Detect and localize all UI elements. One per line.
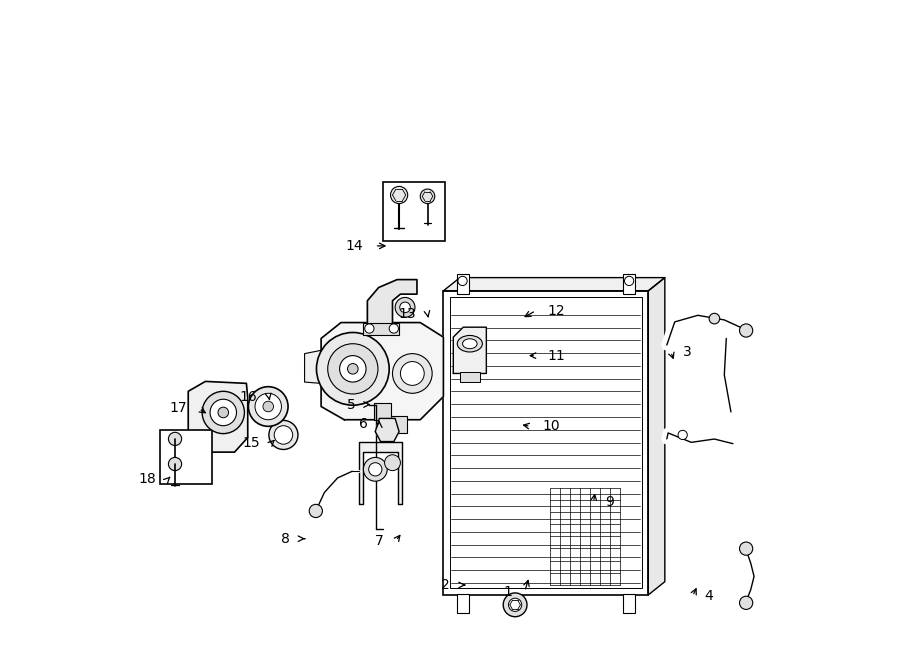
Circle shape <box>391 186 408 204</box>
Bar <box>160 430 212 484</box>
Circle shape <box>508 598 522 611</box>
Bar <box>444 291 648 595</box>
Circle shape <box>678 430 688 440</box>
Circle shape <box>395 297 415 317</box>
Polygon shape <box>648 278 665 595</box>
Text: 3: 3 <box>683 344 691 359</box>
Circle shape <box>274 426 292 444</box>
Polygon shape <box>367 280 417 326</box>
Circle shape <box>339 356 366 382</box>
Text: 6: 6 <box>358 417 367 432</box>
Circle shape <box>168 432 182 446</box>
Polygon shape <box>321 323 444 420</box>
Ellipse shape <box>463 339 477 349</box>
Text: 16: 16 <box>239 389 257 404</box>
Text: 13: 13 <box>398 307 416 321</box>
Text: 18: 18 <box>138 472 156 486</box>
Bar <box>382 182 446 241</box>
Polygon shape <box>188 381 248 452</box>
Circle shape <box>384 455 400 471</box>
Bar <box>456 274 469 294</box>
Text: 1: 1 <box>504 584 513 599</box>
Circle shape <box>364 457 387 481</box>
Bar <box>374 403 391 420</box>
Bar <box>363 323 399 335</box>
Bar <box>623 274 635 294</box>
Text: 4: 4 <box>705 589 713 603</box>
Circle shape <box>740 596 752 609</box>
Circle shape <box>168 457 182 471</box>
Polygon shape <box>375 418 399 442</box>
Circle shape <box>740 542 752 555</box>
Polygon shape <box>359 442 402 504</box>
Text: 8: 8 <box>281 531 290 546</box>
Bar <box>623 594 635 613</box>
Circle shape <box>369 463 382 476</box>
Circle shape <box>740 324 752 337</box>
Circle shape <box>625 276 634 286</box>
Circle shape <box>269 420 298 449</box>
Circle shape <box>202 391 245 434</box>
Circle shape <box>458 276 467 286</box>
Circle shape <box>218 407 229 418</box>
Circle shape <box>347 364 358 374</box>
Text: 7: 7 <box>375 533 384 548</box>
Bar <box>391 416 407 433</box>
Circle shape <box>317 332 389 405</box>
Text: 12: 12 <box>548 303 565 318</box>
Circle shape <box>255 393 282 420</box>
Bar <box>450 297 642 588</box>
Text: 10: 10 <box>543 419 560 434</box>
Text: 17: 17 <box>169 401 187 416</box>
Circle shape <box>248 387 288 426</box>
Text: 11: 11 <box>548 348 565 363</box>
Text: 9: 9 <box>606 495 614 510</box>
Ellipse shape <box>457 336 482 352</box>
Bar <box>456 594 469 613</box>
Circle shape <box>389 324 399 333</box>
Text: 14: 14 <box>345 239 363 253</box>
Circle shape <box>709 313 720 324</box>
Polygon shape <box>454 327 486 373</box>
Circle shape <box>328 344 378 394</box>
Text: 2: 2 <box>441 578 450 592</box>
Circle shape <box>392 354 432 393</box>
Circle shape <box>400 362 424 385</box>
Circle shape <box>310 504 322 518</box>
Polygon shape <box>444 278 665 291</box>
Text: 5: 5 <box>347 397 356 412</box>
Polygon shape <box>304 350 321 383</box>
Text: 15: 15 <box>242 436 259 450</box>
Circle shape <box>400 302 410 313</box>
Circle shape <box>263 401 274 412</box>
Circle shape <box>420 189 435 204</box>
Circle shape <box>503 593 527 617</box>
Circle shape <box>210 399 237 426</box>
Bar <box>460 372 480 382</box>
Circle shape <box>364 324 374 333</box>
